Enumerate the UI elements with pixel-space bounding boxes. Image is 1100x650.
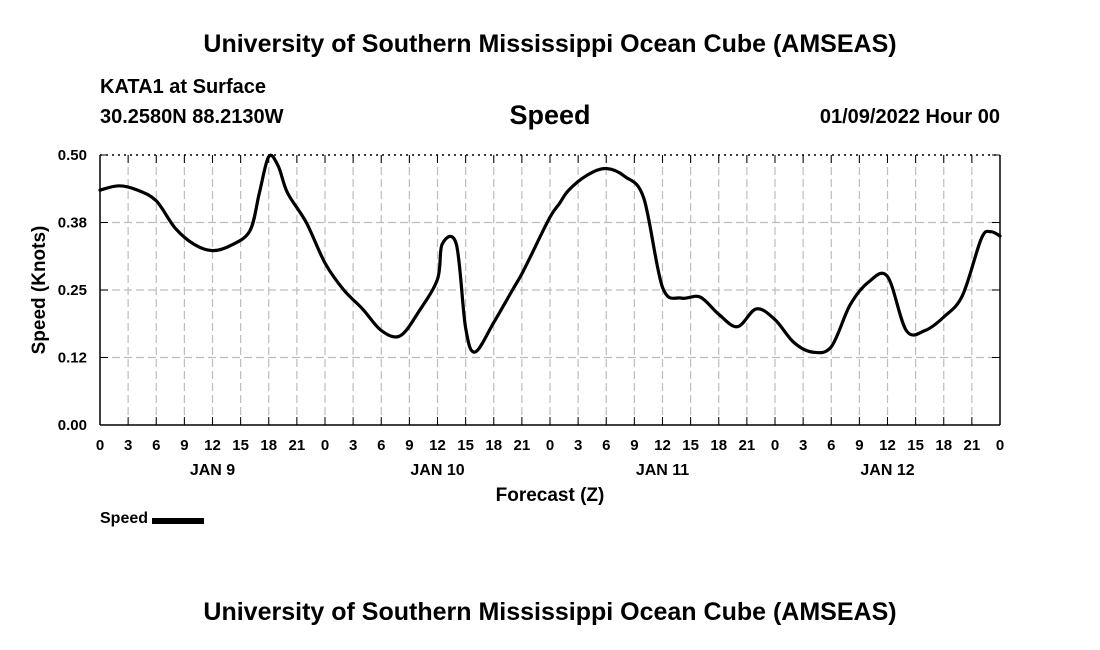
chart-title: Speed [509, 100, 591, 130]
main-title: University of Southern Mississippi Ocean… [203, 30, 897, 58]
x-tick-label: 18 [485, 437, 502, 454]
x-axis-label: Forecast (Z) [496, 485, 605, 506]
legend: Speed [100, 510, 205, 528]
x-tick-label: 0 [321, 437, 329, 454]
station-coords: 30.2580N 88.2130W [100, 106, 284, 128]
x-tick-label: 9 [180, 437, 188, 454]
x-tick-label: 12 [429, 437, 446, 454]
x-tick-label: 18 [935, 437, 952, 454]
x-tick-label: 3 [799, 437, 807, 454]
x-tick-label: 15 [907, 437, 924, 454]
x-tick-label: 12 [879, 437, 896, 454]
station-name: KATA1 at Surface [100, 76, 266, 98]
x-tick-label: 3 [124, 437, 132, 454]
x-tick-label: 15 [232, 437, 249, 454]
date-label: JAN 10 [410, 462, 464, 479]
x-tick-label: 6 [152, 437, 160, 454]
series-layer [98, 153, 1002, 355]
x-tick-label: 6 [377, 437, 385, 454]
tick-labels: 0 3 6 9 12 15 18 21 0 3 6 9 12 15 18 21 0 3 6 9 12 15 18 21 0 3 6 9… [58, 147, 1004, 479]
x-tick-label: 9 [630, 437, 638, 454]
x-tick-label: 12 [654, 437, 671, 454]
speed-series-line [98, 153, 1002, 355]
legend-label: Speed [100, 510, 149, 527]
x-tick-label: 0 [996, 437, 1004, 454]
x-tick-label: 9 [405, 437, 413, 454]
date-label: JAN 9 [190, 462, 235, 479]
x-tick-label: 6 [602, 437, 610, 454]
x-tick-label: 21 [739, 437, 756, 454]
x-tick-label: 12 [204, 437, 221, 454]
x-tick-label: 15 [457, 437, 474, 454]
y-axis-label: Speed (Knots) [29, 226, 50, 355]
footer-title: University of Southern Mississippi Ocean… [203, 598, 897, 626]
y-tick-label: 0.50 [58, 147, 87, 164]
y-tick-label: 0.25 [58, 282, 87, 299]
run-time: 01/09/2022 Hour 00 [819, 106, 1000, 128]
x-tick-label: 0 [771, 437, 779, 454]
y-tick-label: 0.12 [58, 350, 87, 367]
x-tick-label: 6 [827, 437, 835, 454]
x-tick-label: 21 [964, 437, 981, 454]
grid-lines [100, 155, 1000, 425]
y-tick-label: 0.38 [58, 215, 87, 232]
x-tick-label: 3 [349, 437, 357, 454]
date-label: JAN 11 [636, 462, 689, 479]
x-tick-label: 18 [260, 437, 277, 454]
x-tick-label: 21 [514, 437, 531, 454]
x-tick-label: 15 [682, 437, 699, 454]
axes [99, 154, 1001, 426]
date-label: JAN 12 [860, 462, 914, 479]
x-tick-label: 18 [710, 437, 727, 454]
x-tick-label: 0 [96, 437, 104, 454]
y-tick-label: 0.00 [58, 417, 87, 434]
x-tick-label: 21 [289, 437, 306, 454]
legend-swatch [152, 518, 205, 524]
x-tick-label: 0 [546, 437, 554, 454]
x-tick-label: 9 [855, 437, 863, 454]
x-tick-label: 3 [574, 437, 582, 454]
